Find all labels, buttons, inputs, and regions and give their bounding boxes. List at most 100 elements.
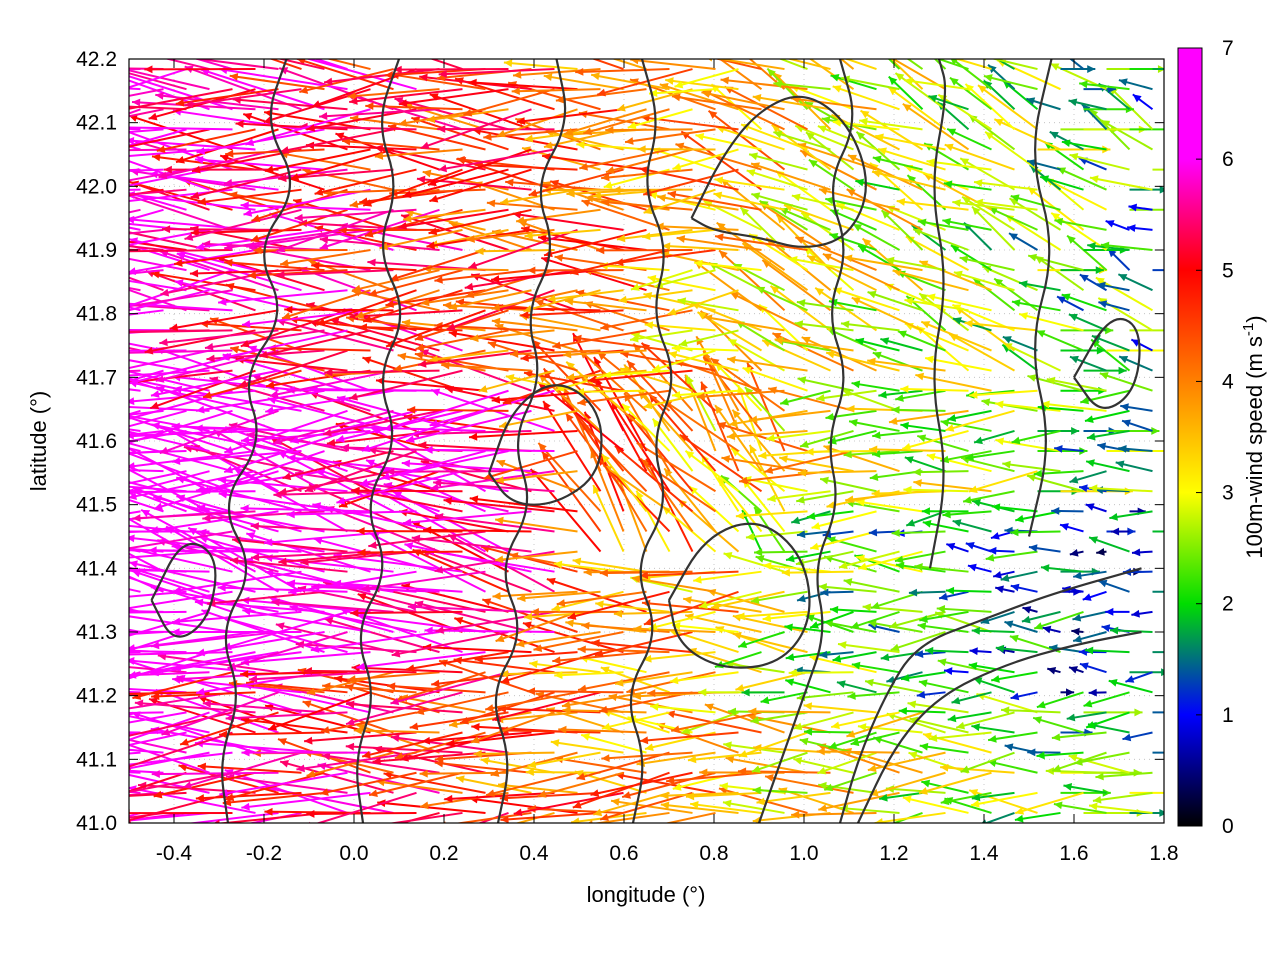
wind-vector-head bbox=[444, 794, 453, 803]
wind-vector-head bbox=[796, 530, 806, 539]
wind-vector-shaft bbox=[356, 651, 486, 669]
wind-vector-shaft bbox=[310, 631, 440, 652]
wind-vector-head bbox=[871, 489, 880, 498]
wind-vector bbox=[1100, 119, 1153, 151]
wind-vector-head bbox=[171, 542, 180, 551]
wind-vector-shaft bbox=[129, 748, 164, 754]
wind-vector-head bbox=[919, 787, 928, 795]
wind-vector-shaft bbox=[423, 267, 509, 272]
wind-vector-head bbox=[1108, 679, 1118, 687]
wind-vector-shaft bbox=[129, 651, 233, 656]
wind-vector bbox=[129, 615, 233, 633]
wind-vector-shaft bbox=[648, 393, 717, 472]
wind-vector-shaft bbox=[575, 389, 647, 393]
wind-vector-head bbox=[959, 255, 969, 264]
wind-vector-head bbox=[347, 675, 356, 683]
wind-vector-head bbox=[843, 578, 853, 586]
wind-vector bbox=[661, 242, 739, 251]
wind-vector-shaft bbox=[129, 470, 187, 485]
wind-vector-shaft bbox=[351, 489, 463, 493]
wind-vector-head bbox=[789, 44, 798, 52]
wind-vector-head bbox=[849, 418, 858, 427]
wind-vector-head bbox=[868, 528, 878, 537]
wind-vector-head bbox=[846, 404, 855, 413]
wind-vector-shaft bbox=[579, 656, 647, 674]
wind-vector-head bbox=[455, 775, 465, 784]
wind-vector-head bbox=[178, 763, 188, 772]
wind-vector-shaft bbox=[248, 671, 371, 681]
wind-vector-head bbox=[345, 742, 355, 751]
wind-vector bbox=[872, 429, 923, 440]
wind-vector bbox=[944, 797, 992, 814]
wind-vector-shaft bbox=[129, 469, 164, 473]
wind-vector-head bbox=[900, 674, 910, 682]
wind-vector-shaft bbox=[319, 771, 417, 795]
wind-vector bbox=[1014, 811, 1061, 823]
wind-vector-shaft bbox=[129, 688, 187, 694]
wind-vector-shaft bbox=[150, 727, 279, 754]
wind-vector-shaft bbox=[480, 758, 555, 774]
wind-vector-head bbox=[571, 817, 580, 823]
wind-vector-shaft bbox=[129, 269, 164, 275]
wind-vector bbox=[129, 631, 187, 652]
wind-vector-head bbox=[277, 738, 287, 746]
wind-vector-head bbox=[34, 135, 42, 143]
wind-vector-shaft bbox=[660, 791, 739, 797]
wind-vector-head bbox=[981, 398, 991, 407]
wind-vector bbox=[995, 437, 1061, 453]
wind-vector bbox=[689, 800, 762, 814]
wind-vector-shaft bbox=[858, 550, 923, 570]
wind-vector bbox=[738, 731, 808, 758]
wind-vector bbox=[598, 691, 693, 714]
wind-vector-head bbox=[129, 560, 138, 568]
wind-vector-head bbox=[669, 676, 679, 685]
wind-vector-head bbox=[40, 631, 49, 638]
wind-vector-shaft bbox=[497, 783, 578, 794]
wind-vector bbox=[643, 590, 739, 626]
wind-vector bbox=[855, 337, 900, 352]
wind-vector bbox=[951, 691, 992, 705]
wind-vector bbox=[1152, 530, 1164, 533]
wind-vector bbox=[1042, 625, 1061, 634]
wind-vector-head bbox=[577, 645, 586, 654]
wind-vector-head bbox=[1134, 708, 1143, 717]
wind-vector bbox=[129, 811, 210, 822]
wind-vector bbox=[1085, 503, 1107, 513]
wind-vector-head bbox=[1083, 699, 1093, 708]
wind-vector-head bbox=[1122, 419, 1131, 427]
wind-vector-head bbox=[687, 755, 697, 764]
wind-vector-head bbox=[194, 598, 204, 607]
wind-vector-head bbox=[636, 490, 644, 500]
wind-vector-head bbox=[280, 759, 289, 768]
wind-vector-shaft bbox=[317, 763, 440, 794]
wind-vector bbox=[1009, 634, 1061, 654]
wind-vector bbox=[732, 631, 808, 654]
wind-vector-shaft bbox=[843, 579, 900, 593]
wind-vector-head bbox=[591, 72, 600, 81]
wind-vector-head bbox=[872, 169, 881, 178]
wind-vector-head bbox=[925, 355, 934, 364]
wind-vector bbox=[129, 450, 256, 470]
wind-vector bbox=[799, 737, 854, 754]
wind-vector-head bbox=[400, 754, 410, 762]
wind-vector-shaft bbox=[687, 751, 762, 762]
wind-vector-shaft bbox=[811, 510, 877, 529]
wind-vector-shaft bbox=[1026, 474, 1084, 493]
wind-vector bbox=[650, 703, 716, 714]
wind-vector-head bbox=[319, 112, 328, 120]
wind-vector bbox=[300, 550, 417, 566]
wind-vector-shaft bbox=[129, 610, 164, 613]
wind-vector bbox=[190, 168, 302, 200]
wind-vector-shaft bbox=[245, 532, 371, 573]
wind-vector bbox=[129, 442, 233, 473]
wind-vector-head bbox=[965, 542, 975, 550]
wind-vector-head bbox=[177, 833, 186, 841]
wind-vector-head bbox=[438, 164, 448, 173]
wind-vector-head bbox=[61, 159, 70, 167]
wind-vector bbox=[527, 751, 601, 769]
wind-vector-head bbox=[362, 750, 371, 759]
wind-vector bbox=[1085, 711, 1130, 729]
wind-vector-head bbox=[407, 603, 417, 611]
wind-vector-head bbox=[895, 394, 904, 402]
wind-vector bbox=[554, 671, 624, 679]
